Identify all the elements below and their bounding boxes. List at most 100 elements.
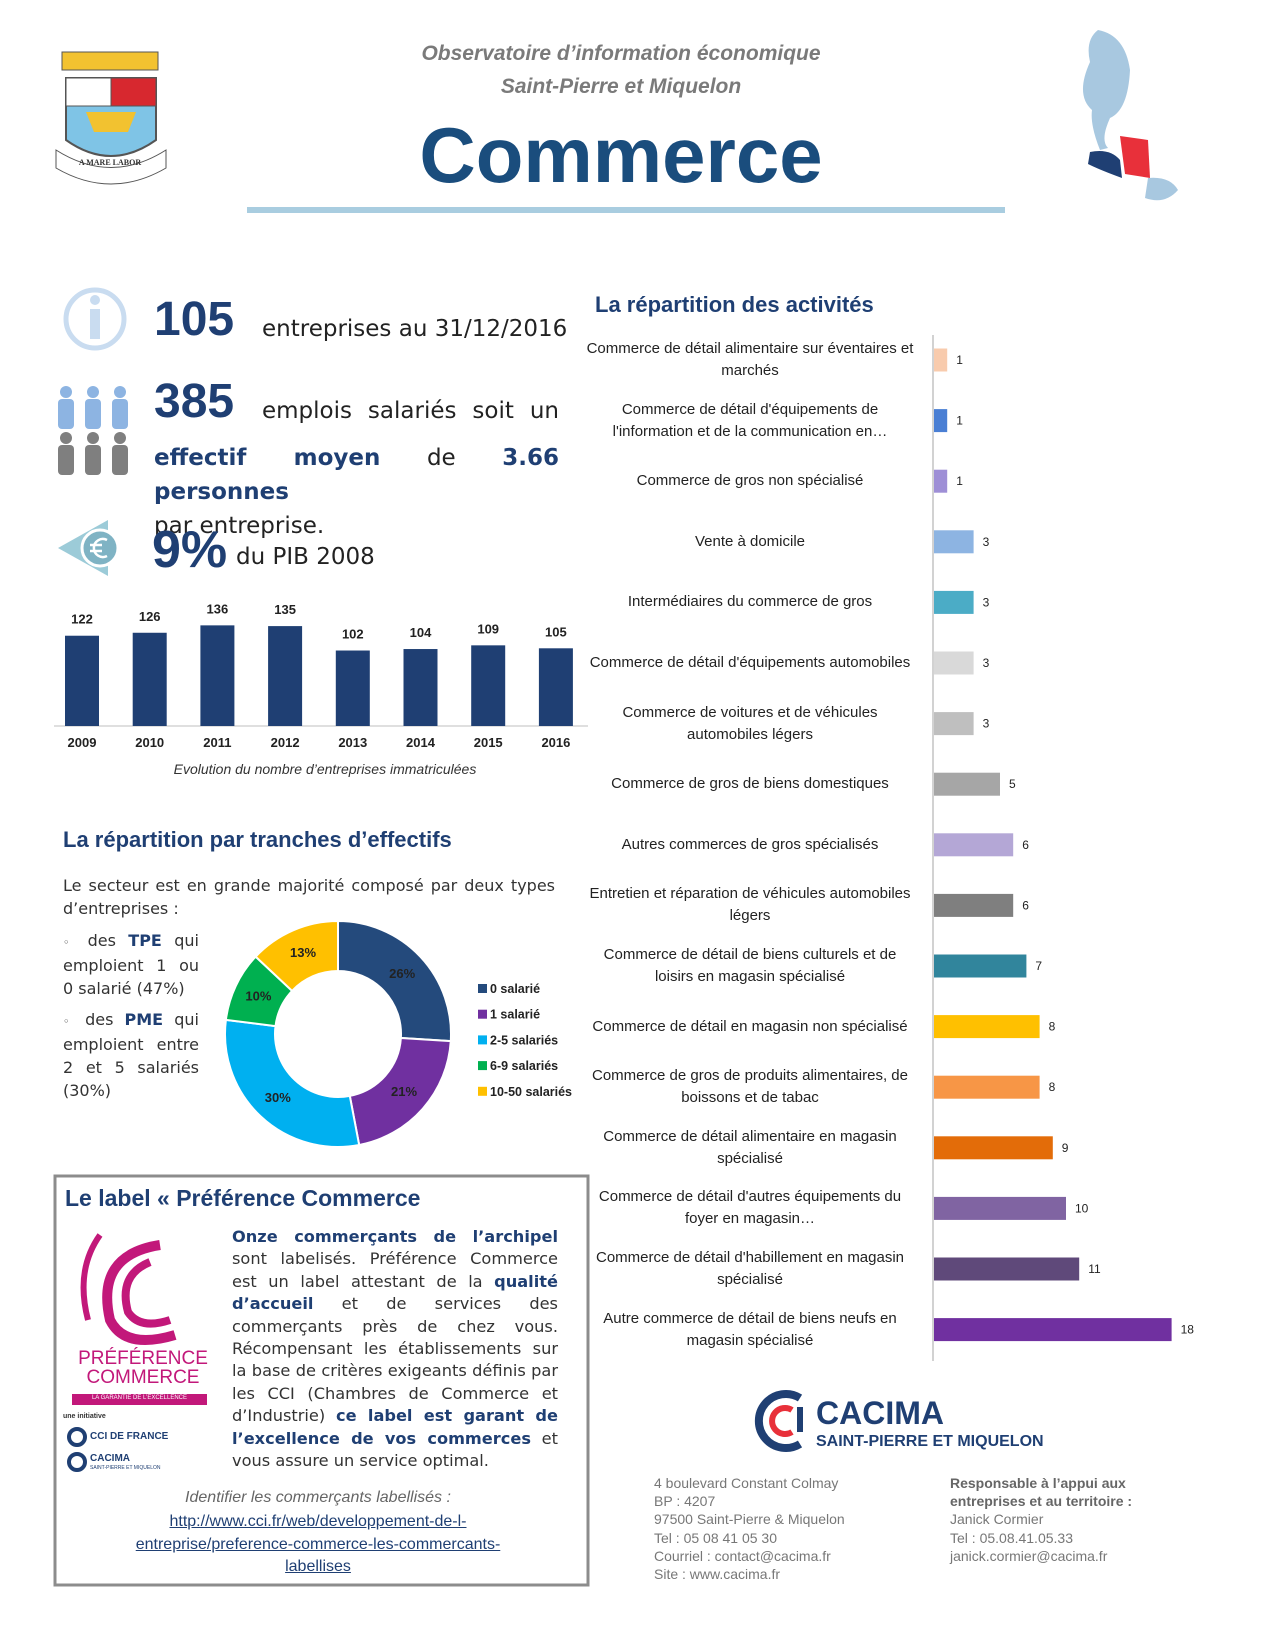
stat-detail-line: par entreprise.: [154, 513, 325, 539]
stat-number: 385: [154, 375, 235, 428]
value-label: 8: [1049, 1020, 1056, 1034]
bullet-mark: ◦: [63, 1015, 86, 1028]
paragraph-text: et de services des commerçants près de c…: [232, 1294, 558, 1426]
motto: A MARE LABOR: [78, 158, 142, 167]
link[interactable]: http://www.cci.fr/web/developpement-de-l…: [135, 1513, 501, 1575]
bullet-mark: ◦: [63, 936, 88, 949]
value-label: 5: [1009, 777, 1016, 791]
bullet-prefix: des: [85, 1010, 114, 1029]
x-tick-label: 2012: [271, 735, 300, 750]
stat-detail-line: effectif moyen de 3.66 personnes: [154, 441, 559, 509]
logo-swoosh: [80, 1233, 103, 1321]
legend-swatch: [478, 984, 487, 993]
paragraph-text: sont labelisés. Préférence Commerce est …: [232, 1249, 558, 1291]
address-line: Tel : 05 08 41 05 30: [654, 1529, 777, 1546]
address-line: 4 boulevard Constant Colmay: [654, 1475, 839, 1491]
category-label: Commerce de détail alimentaire en magasi…: [603, 1127, 897, 1167]
value-label: 136: [207, 601, 229, 616]
logo-word: PRÉFÉRENCE: [78, 1348, 208, 1369]
contact-role: Responsable à l’appui aux entreprises et…: [950, 1475, 1133, 1510]
header-subtitle: Observatoire d’information économique Sa…: [0, 37, 1242, 103]
logo-swoosh: [102, 1240, 177, 1345]
bar: [403, 649, 438, 726]
bar: [934, 348, 948, 372]
bullet-tail: qui emploient entre 2 et 5 salariés (30%…: [63, 1010, 199, 1100]
header-line: Saint-Pierre et Miquelon: [500, 75, 742, 98]
bar: [934, 530, 974, 554]
value-label: 11: [1088, 1262, 1101, 1276]
category-label: Intermédiaires du commerce de gros: [627, 593, 873, 611]
value-label: 13%: [290, 945, 316, 960]
partner-name: CACIMA: [90, 1453, 130, 1464]
bar: [934, 1136, 1053, 1160]
label-title: Le label « Préférence Commerce: [65, 1185, 421, 1211]
value-label: 9: [1062, 1141, 1069, 1155]
section-intro: Le secteur est en grande majorité compos…: [63, 876, 555, 918]
bar: [132, 632, 167, 726]
contact-line: janick.cormier@cacima.fr: [950, 1547, 1108, 1564]
value-label: 105: [545, 624, 567, 639]
stat-emphasis: effectif moyen: [154, 445, 381, 471]
bar: [268, 626, 303, 726]
value-label: 102: [342, 627, 364, 642]
stat-number: 9%: [152, 521, 228, 579]
bar: [934, 1015, 1040, 1039]
header-line: Observatoire d’information économique: [421, 42, 821, 65]
value-label: 3: [983, 717, 990, 731]
bar: [538, 648, 573, 726]
partner-name: CCI DE FRANCE: [90, 1431, 169, 1442]
address-line: 97500 Saint-Pierre & Miquelon: [654, 1511, 845, 1528]
bar: [934, 1318, 1172, 1342]
paragraph-strong: Onze commerçants de l’archipel: [232, 1227, 558, 1246]
value-label: 122: [71, 612, 93, 627]
page-title: Commerce: [419, 111, 823, 199]
value-label: 6: [1022, 838, 1029, 852]
donut-segment: [337, 919, 452, 1043]
value-label: 1: [956, 474, 963, 488]
info-icon: [63, 287, 127, 351]
ribbon: [55, 149, 167, 185]
euro-coin: [80, 528, 120, 568]
info-ring: [63, 287, 127, 351]
map-island: [1082, 30, 1130, 150]
address-line: BP : 4207: [654, 1493, 716, 1510]
value-label: 8: [1049, 1080, 1056, 1094]
bar: [934, 833, 1014, 857]
value-label: 1: [956, 414, 963, 428]
bar: [934, 409, 948, 433]
coat-of-arms: [55, 51, 167, 185]
euro-sign: [90, 537, 108, 559]
value-label: 1: [956, 353, 963, 367]
category-label: Commerce de détail en magasin non spécia…: [592, 1017, 908, 1035]
partner-icon: [67, 1427, 87, 1447]
category-label: Commerce de détail d'équipements automob…: [589, 654, 911, 671]
bar: [934, 651, 974, 675]
category-label: Commerce de détail d'autres équipements …: [598, 1188, 902, 1228]
bar: [471, 645, 506, 726]
value-label: 21%: [391, 1084, 417, 1099]
category-label: Autres commerces de gros spécialisés: [621, 835, 879, 853]
people-bottom: [58, 432, 128, 475]
cacima-arc: [754, 1390, 803, 1452]
legend-swatch: [478, 1061, 487, 1071]
bar: [335, 650, 370, 726]
bullet-term: PME: [124, 1010, 164, 1029]
x-tick-label: 2011: [203, 735, 231, 750]
map-island: [1145, 177, 1178, 201]
address-line: Site : www.cacima.fr: [654, 1566, 781, 1583]
crown: [61, 51, 159, 71]
logo-initiative: une initiative: [63, 1413, 106, 1420]
title-underline: [247, 207, 1005, 213]
value-label: 10: [1075, 1201, 1089, 1215]
legend-swatch: [478, 1035, 487, 1045]
logo-word: COMMERCE: [86, 1367, 200, 1388]
category-label: Entretien et réparation de véhicules aut…: [589, 885, 911, 925]
value-label: 109: [477, 621, 499, 636]
bar: [65, 635, 99, 726]
people-top: [58, 386, 128, 429]
x-tick-label: 2009: [68, 735, 97, 750]
chart-title: La répartition des activités: [595, 292, 874, 317]
contact-lines: Janick Cormier Tel : 05.08.41.05.33 janick…: [950, 1510, 1160, 1565]
partner-icon: [67, 1452, 87, 1472]
cacima-arc: [769, 1405, 794, 1437]
